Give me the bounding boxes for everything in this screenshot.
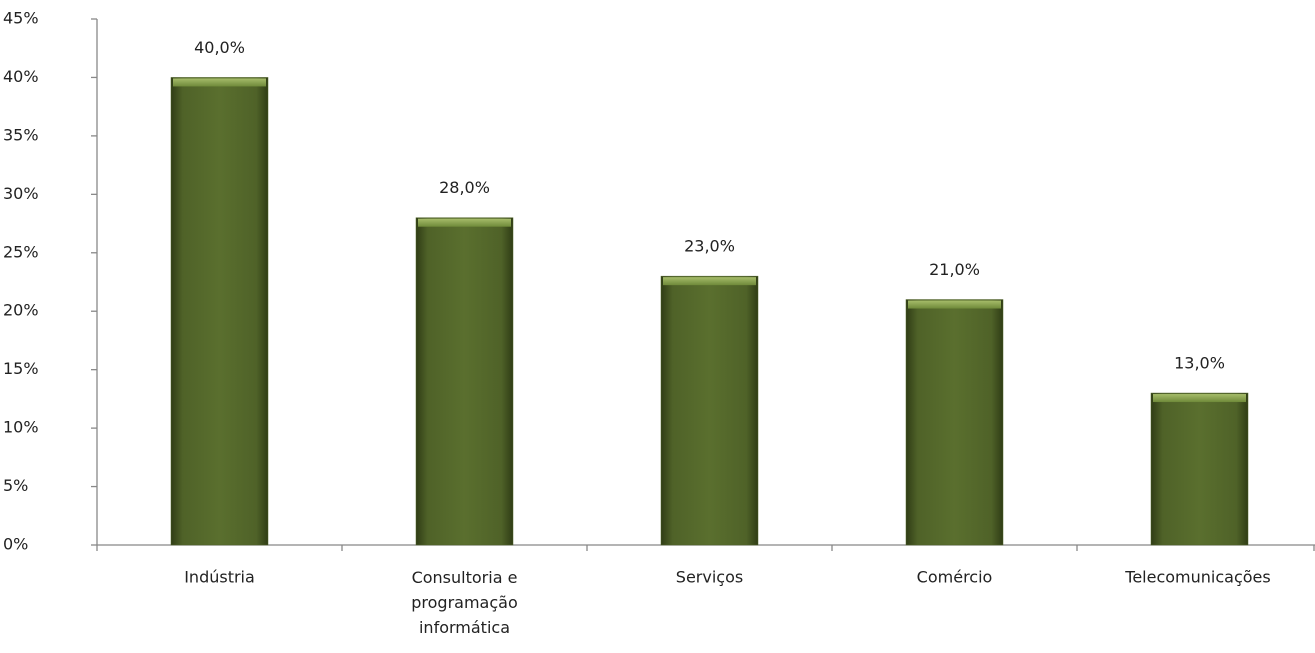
value-label: 13,0% xyxy=(1174,354,1225,373)
x-tick-label: Consultoria e programação informática xyxy=(411,568,518,637)
x-tick-label: Comércio xyxy=(917,568,993,587)
x-tick-label-line: Consultoria e xyxy=(412,568,518,587)
y-tick-label: 10% xyxy=(3,418,39,437)
y-tick-label: 20% xyxy=(3,301,39,320)
x-tick-label: Indústria xyxy=(184,568,255,587)
bar-cap xyxy=(1153,394,1246,403)
value-label: 28,0% xyxy=(439,178,490,197)
bar-cap xyxy=(418,218,511,227)
y-tick-label: 35% xyxy=(3,125,39,144)
y-tick-label: 25% xyxy=(3,242,39,261)
value-label: 21,0% xyxy=(929,260,980,279)
x-tick-label-line: informática xyxy=(419,618,510,637)
x-tick-label: Serviços xyxy=(676,568,743,587)
y-tick-label: 45% xyxy=(3,9,39,28)
bar xyxy=(415,217,514,546)
bar-cap xyxy=(908,300,1001,309)
y-tick-label: 40% xyxy=(3,67,39,86)
y-tick-label: 5% xyxy=(3,476,28,495)
y-tick-label: 30% xyxy=(3,184,39,203)
bar xyxy=(905,299,1004,546)
value-label: 40,0% xyxy=(194,38,245,57)
bar-cap xyxy=(663,277,756,286)
bar xyxy=(660,275,759,546)
bar-cap xyxy=(173,78,266,87)
y-tick-label: 15% xyxy=(3,359,39,378)
x-tick-label-line: programação xyxy=(411,593,518,612)
bar xyxy=(170,77,269,546)
y-tick-label: 0% xyxy=(3,535,28,554)
value-label: 23,0% xyxy=(684,237,735,256)
bar xyxy=(1150,392,1249,546)
x-tick-label: Telecomunicações xyxy=(1124,568,1270,587)
